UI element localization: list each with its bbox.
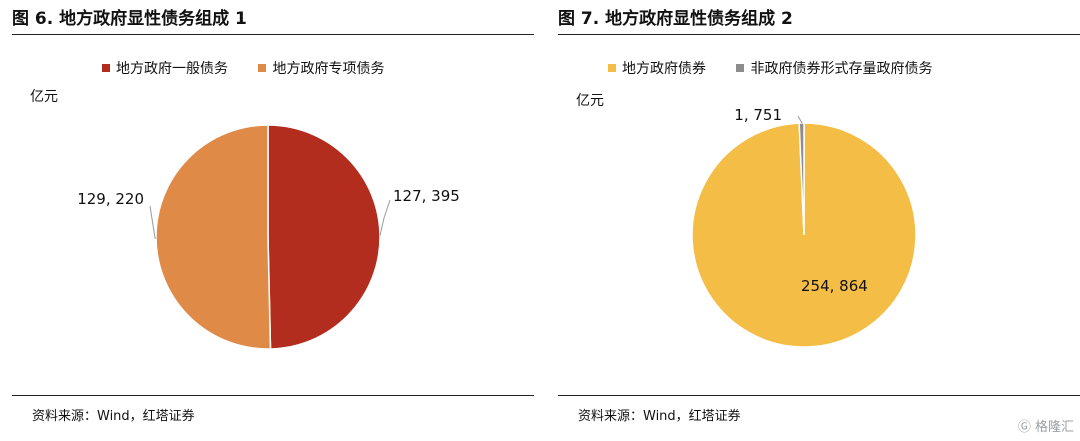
leader-line [797, 115, 803, 124]
legend: 地方政府债券 非政府债券形式存量政府债务 [608, 58, 958, 78]
pie-slice [267, 124, 381, 350]
legend-swatch-special [258, 64, 267, 72]
legend-label: 地方政府债券 [622, 61, 706, 77]
panel-left: 图 6. 地方政府显性债务组成 1 地方政府一般债务 地方政府专项债务 亿元 1… [12, 0, 534, 441]
chart-title: 图 7. 地方政府显性债务组成 2 [558, 9, 793, 29]
legend-swatch-bonds [608, 64, 616, 72]
pie-chart-left: 127, 395 129, 220 [77, 124, 460, 350]
legend-item: 地方政府专项债务 [258, 58, 384, 78]
chart-title: 图 6. 地方政府显性债务组成 1 [12, 9, 247, 29]
legend-item: 地方政府一般债务 [102, 58, 228, 78]
panel-right: 图 7. 地方政府显性债务组成 2 地方政府债券 非政府债券形式存量政府债务 亿… [558, 0, 1080, 441]
title-rule [558, 34, 1080, 35]
source-rule [12, 395, 534, 396]
legend-label: 非政府债券形式存量政府债务 [750, 61, 933, 77]
source-note: 资料来源：Wind，红塔证券 [578, 409, 741, 424]
pie-slice [155, 124, 272, 350]
source-rule [558, 395, 1080, 396]
title-rule [12, 34, 534, 35]
pie-chart-right: 254, 864 1, 751 [691, 106, 917, 348]
legend-label: 地方政府专项债务 [272, 61, 385, 77]
legend-swatch-general [102, 64, 110, 72]
leader-line [149, 205, 157, 239]
legend-swatch-nonbond [736, 64, 745, 72]
watermark-logo: Ⓖ 格隆汇 [1017, 420, 1074, 435]
watermark-text: 格隆汇 [1034, 420, 1074, 435]
source-note: 资料来源：Wind，红塔证券 [32, 409, 195, 424]
leader-line [379, 199, 391, 236]
unit-label: 亿元 [576, 93, 604, 109]
legend-label: 地方政府一般债务 [116, 61, 228, 77]
legend-item: 地方政府债券 [608, 58, 706, 78]
legend-item: 非政府债券形式存量政府债务 [736, 58, 932, 78]
data-label: 1, 751 [734, 106, 782, 124]
data-label: 254, 864 [801, 277, 868, 295]
unit-label: 亿元 [30, 89, 58, 105]
data-label: 127, 395 [393, 187, 460, 205]
legend: 地方政府一般债务 地方政府专项债务 [102, 58, 410, 78]
data-label: 129, 220 [77, 190, 144, 208]
